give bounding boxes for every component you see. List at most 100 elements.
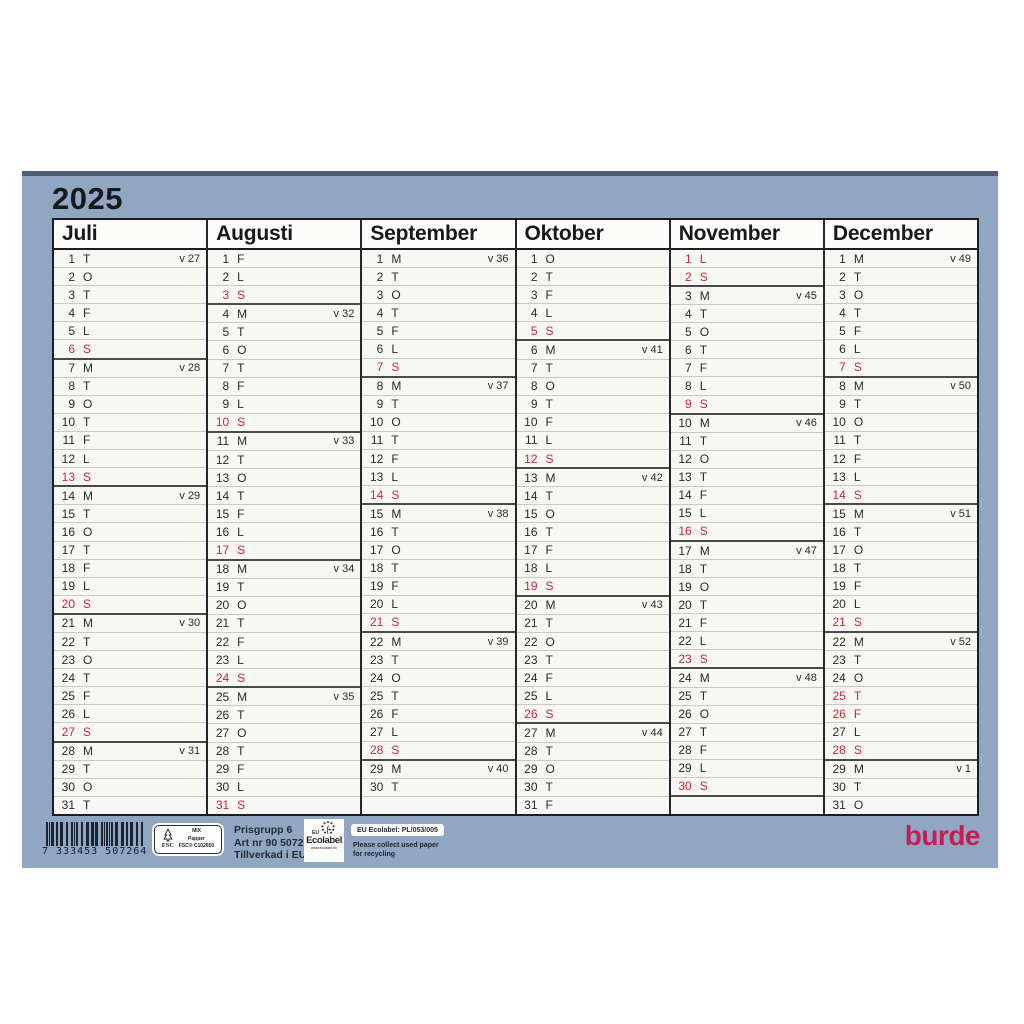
weekday-letter: T xyxy=(83,506,91,521)
weekday-letter: S xyxy=(237,670,246,685)
day-number: 27 xyxy=(832,724,846,739)
weekday-letter: S xyxy=(853,360,862,375)
weekday-letter: L xyxy=(545,433,553,448)
day-number: 26 xyxy=(832,706,846,721)
weekday-letter: O xyxy=(853,415,864,430)
weekday-letter: O xyxy=(237,470,247,485)
eco-note-line2: for recycling xyxy=(353,850,396,858)
weekday-letter: T xyxy=(83,798,91,813)
day-number: 11 xyxy=(62,433,75,448)
weekday-letter: O xyxy=(545,506,555,521)
week-number: v 37 xyxy=(487,380,509,393)
day-number: 13 xyxy=(832,469,846,484)
day-number: 16 xyxy=(215,524,230,539)
weekday-letter: T xyxy=(391,433,399,448)
day-number: 2 xyxy=(685,269,692,284)
day-number: 25 xyxy=(215,689,230,704)
day-number: 5 xyxy=(530,323,538,338)
weekday-letter: T xyxy=(853,780,862,795)
day-number: 24 xyxy=(678,670,692,685)
barcode-image xyxy=(46,822,144,846)
weekday-letter: L xyxy=(391,597,399,612)
weekday-letter: T xyxy=(853,305,862,320)
day-row: 11 T xyxy=(362,431,515,451)
day-row: 11 T xyxy=(824,431,978,451)
weekday-letter: T xyxy=(83,543,91,558)
weekday-letter: M xyxy=(391,506,402,521)
day-number: 5 xyxy=(222,324,230,339)
weekday-letter: S xyxy=(83,342,92,357)
day-number: 4 xyxy=(376,305,384,320)
weekday-letter: S xyxy=(391,360,400,375)
weekday-letter: T xyxy=(545,780,553,795)
weekday-letter: O xyxy=(83,269,93,284)
day-number: 26 xyxy=(524,706,538,721)
day-number: 1 xyxy=(685,251,692,266)
day-row: 17 T xyxy=(54,541,207,560)
day-number: 17 xyxy=(524,543,538,558)
day-number: 1 xyxy=(839,251,846,266)
weekday-letter: S xyxy=(237,543,246,558)
day-number: 11 xyxy=(525,433,538,448)
day-number: 23 xyxy=(369,652,384,667)
day-number: 17 xyxy=(61,543,75,558)
day-row: 21 T xyxy=(516,614,669,633)
day-row: 26 S xyxy=(516,705,669,725)
day-number: 6 xyxy=(222,343,230,358)
day-row: 18 T xyxy=(670,560,823,579)
weekday-letter: L xyxy=(853,469,861,484)
weekday-letter: M xyxy=(853,634,864,649)
day-number: 20 xyxy=(369,597,384,612)
weekday-letter: F xyxy=(545,543,553,558)
week-number: v 48 xyxy=(796,671,817,684)
day-row: 28 S xyxy=(362,741,515,761)
weekday-letter: T xyxy=(699,342,708,357)
day-number: 9 xyxy=(530,397,538,412)
day-row: 23 L xyxy=(208,651,361,670)
day-row: 15 O xyxy=(516,505,669,524)
day-number: 18 xyxy=(369,561,384,576)
weekday-letter: L xyxy=(83,323,90,338)
day-row: 20 L xyxy=(824,595,978,614)
fsc-papper-text: Papper xyxy=(188,835,205,842)
day-number: 7 xyxy=(530,361,538,376)
weekday-letter: T xyxy=(391,688,399,703)
day-row: 25 T xyxy=(824,687,978,706)
day-number: 12 xyxy=(215,452,230,467)
weekday-letter: T xyxy=(391,397,399,412)
day-number: 12 xyxy=(61,451,75,466)
weekday-letter: F xyxy=(83,688,91,703)
day-row: 12 T xyxy=(208,451,361,470)
day-row: 23 T xyxy=(516,651,669,670)
day-number: 29 xyxy=(61,762,75,777)
day-number: 6 xyxy=(530,343,538,358)
weekday-letter: S xyxy=(237,415,246,430)
weekday-letter: S xyxy=(391,487,400,502)
print-info: Prisgrupp 6 Art nr 90 5072 26 Tillverkad… xyxy=(234,824,318,862)
day-number: 16 xyxy=(61,524,75,539)
weekday-letter: T xyxy=(545,488,553,503)
fsc-text-block: MIX Papper FSC® C102650 xyxy=(179,828,214,851)
day-number: 5 xyxy=(376,323,384,338)
day-row: 20 L xyxy=(362,595,515,614)
day-number: 20 xyxy=(215,598,230,613)
weekday-letter: O xyxy=(237,598,247,613)
day-number: 30 xyxy=(215,780,230,795)
